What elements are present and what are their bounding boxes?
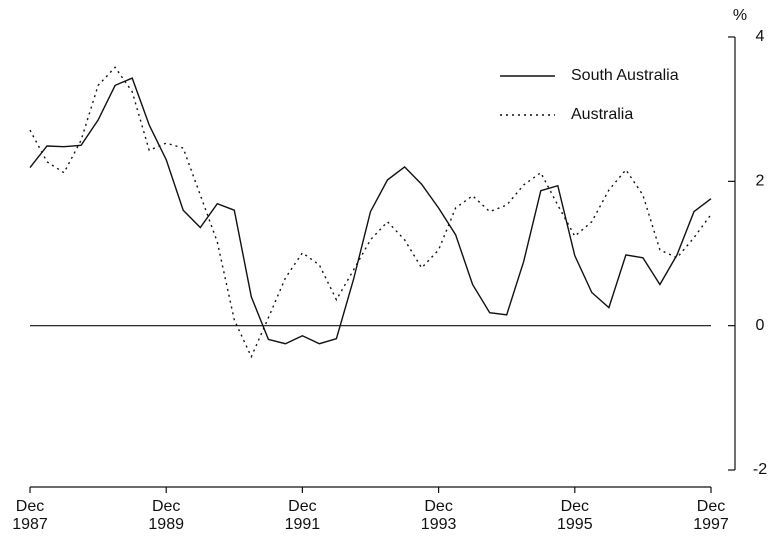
x-tick-label-line: 1993 bbox=[421, 516, 457, 533]
y-tick-label: -2 bbox=[753, 461, 767, 478]
y-tick-label: 4 bbox=[756, 28, 765, 45]
x-tick-label: Dec 1993 bbox=[421, 498, 457, 533]
x-tick-label-line: Dec bbox=[288, 498, 316, 515]
y-tick-label: 2 bbox=[756, 173, 765, 190]
series-line bbox=[29, 77, 712, 345]
x-tick-label-line: 1991 bbox=[285, 516, 321, 533]
x-tick-label-line: Dec bbox=[16, 498, 44, 515]
x-tick-label-line: 1989 bbox=[148, 516, 184, 533]
x-tick-label-line: 1997 bbox=[693, 516, 729, 533]
legend-label: Australia bbox=[571, 106, 633, 123]
x-tick-label-line: 1987 bbox=[12, 516, 48, 533]
y-axis-label: % bbox=[733, 7, 747, 24]
series-line bbox=[29, 66, 712, 359]
legend-label: South Australia bbox=[571, 67, 679, 84]
x-tick-label-line: 1995 bbox=[557, 516, 593, 533]
x-tick-label: Dec 1989 bbox=[148, 498, 184, 533]
x-tick-label-line: Dec bbox=[424, 498, 452, 515]
x-tick-label-line: Dec bbox=[697, 498, 725, 515]
y-tick-label: 0 bbox=[756, 317, 765, 334]
x-tick-label: Dec 1997 bbox=[693, 498, 729, 533]
x-tick-label: Dec 1995 bbox=[557, 498, 593, 533]
x-tick-label-line: Dec bbox=[561, 498, 589, 515]
x-tick-label: Dec 1987 bbox=[12, 498, 48, 533]
x-tick-label-line: Dec bbox=[152, 498, 180, 515]
x-tick-label: Dec 1991 bbox=[285, 498, 321, 533]
